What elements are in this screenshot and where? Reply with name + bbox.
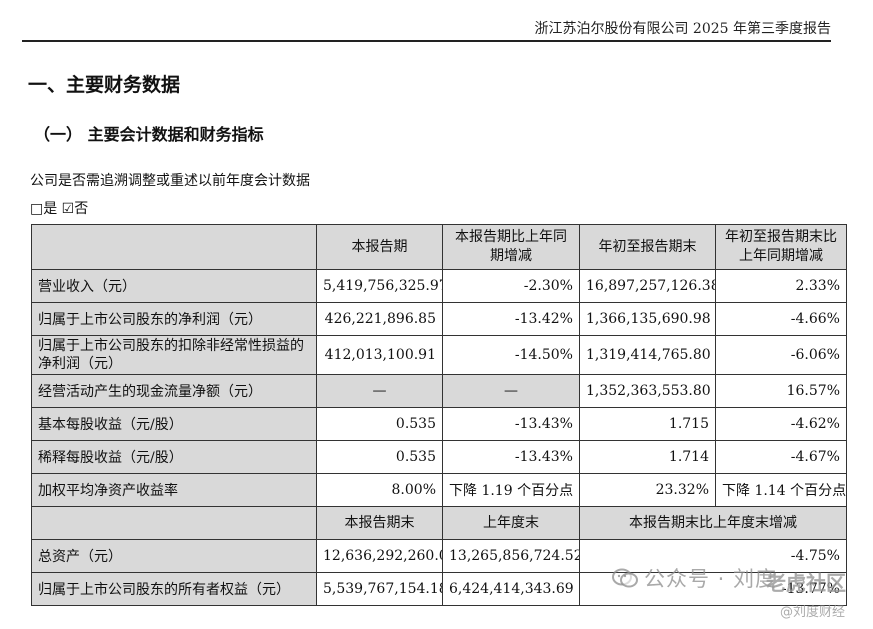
table-cell: 16.57%: [715, 374, 847, 408]
table-cell: —: [316, 374, 443, 408]
table-row: 经营活动产生的现金流量净额（元） — — 1,352,363,553.80 16…: [31, 374, 847, 408]
table-cell: 0.535: [316, 407, 443, 441]
table-row: 总资产（元） 12,636,292,260.01 13,265,856,724.…: [31, 539, 847, 573]
table-row: 归属于上市公司股东的净利润（元） 426,221,896.85 -13.42% …: [31, 302, 847, 336]
table-header-row-balance: 本报告期末 上年度末 本报告期末比上年度末增减: [31, 506, 847, 540]
row-label: 基本每股收益（元/股）: [31, 407, 317, 441]
restatement-question: 公司是否需追溯调整或重述以前年度会计数据: [30, 173, 310, 189]
table-row: 营业收入（元） 5,419,756,325.97 -2.30% 16,897,2…: [31, 269, 847, 303]
header-cell-ytd: 年初至报告期末: [579, 224, 716, 270]
financial-data-table: 本报告期 本报告期比上年同期增减 年初至报告期末 年初至报告期末比上年同期增减 …: [31, 224, 847, 606]
table-cell: 0.535: [316, 440, 443, 474]
table-cell: -2.30%: [442, 269, 580, 303]
table-cell: 1,366,135,690.98: [579, 302, 716, 336]
table-cell: -13.43%: [442, 407, 580, 441]
header-divider: [22, 40, 831, 42]
table-cell: 下降 1.19 个百分点: [442, 473, 580, 507]
table-cell: 1,319,414,765.80: [579, 335, 716, 375]
table-cell: -13.42%: [442, 302, 580, 336]
table-cell: -13.43%: [442, 440, 580, 474]
table-cell: 23.32%: [579, 473, 716, 507]
table-cell: 12,636,292,260.01: [316, 539, 443, 573]
table-row: 基本每股收益（元/股） 0.535 -13.43% 1.715 -4.62%: [31, 407, 847, 441]
table-cell: 1.714: [579, 440, 716, 474]
table-cell: 下降 1.14 个百分点: [715, 473, 847, 507]
table-cell: -4.62%: [715, 407, 847, 441]
table-cell: 426,221,896.85: [316, 302, 443, 336]
table-row: 稀释每股收益（元/股） 0.535 -13.43% 1.714 -4.67%: [31, 440, 847, 474]
header-cell-empty: [31, 224, 317, 270]
wechat-icon: [612, 568, 638, 588]
row-label: 归属于上市公司股东的所有者权益（元）: [31, 572, 317, 606]
table-header-row: 本报告期 本报告期比上年同期增减 年初至报告期末 年初至报告期末比上年同期增减: [31, 224, 847, 270]
table-cell: 5,419,756,325.97: [316, 269, 443, 303]
wechat-watermark: 公众号 · 刘度: [612, 563, 777, 593]
table-cell: 2.33%: [715, 269, 847, 303]
header-cell-prior-year-end: 上年度末: [442, 506, 580, 540]
watermark-channel-text: 公众号 · 刘度: [644, 567, 778, 591]
community-watermark: 老虎社区 @刘度财经: [746, 565, 850, 625]
restatement-options: □是 ☑否: [30, 201, 89, 217]
section-subtitle: （一） 主要会计数据和财务指标: [34, 125, 264, 144]
table-cell: 8.00%: [316, 473, 443, 507]
table-cell: 16,897,257,126.38: [579, 269, 716, 303]
row-label: 营业收入（元）: [31, 269, 317, 303]
report-header-title: 浙江苏泊尔股份有限公司 2025 年第三季度报告: [534, 21, 831, 37]
table-cell: 412,013,100.91: [316, 335, 443, 375]
table-cell: -6.06%: [715, 335, 847, 375]
table-cell: 5,539,767,154.18: [316, 572, 443, 606]
table-cell: 6,424,414,343.69: [442, 572, 580, 606]
row-label: 经营活动产生的现金流量净额（元）: [31, 374, 317, 408]
table-cell: -4.66%: [715, 302, 847, 336]
table-row: 加权平均净资产收益率 8.00% 下降 1.19 个百分点 23.32% 下降 …: [31, 473, 847, 507]
header-cell-change: 本报告期末比上年度末增减: [579, 506, 847, 540]
header-cell-current-yoy: 本报告期比上年同期增减: [442, 224, 580, 270]
header-cell-empty: [31, 506, 317, 540]
table-cell: —: [442, 374, 580, 408]
header-cell-ytd-yoy: 年初至报告期末比上年同期增减: [715, 224, 847, 270]
table-cell: -4.67%: [715, 440, 847, 474]
row-label: 稀释每股收益（元/股）: [31, 440, 317, 474]
table-cell: 1,352,363,553.80: [579, 374, 716, 408]
table-cell: 1.715: [579, 407, 716, 441]
row-label: 归属于上市公司股东的扣除非经常性损益的净利润（元）: [31, 335, 317, 375]
table-cell: 13,265,856,724.52: [442, 539, 580, 573]
table-row: 归属于上市公司股东的扣除非经常性损益的净利润（元） 412,013,100.91…: [31, 335, 847, 375]
row-label: 加权平均净资产收益率: [31, 473, 317, 507]
watermark-stamp-bottom: @刘度财经: [780, 605, 846, 620]
row-label: 总资产（元）: [31, 539, 317, 573]
header-cell-current-period: 本报告期: [316, 224, 443, 270]
header-cell-period-end: 本报告期末: [316, 506, 443, 540]
watermark-stamp-top: 老虎社区: [766, 571, 846, 595]
table-cell: -14.50%: [442, 335, 580, 375]
row-label: 归属于上市公司股东的净利润（元）: [31, 302, 317, 336]
section-title: 一、主要财务数据: [28, 74, 181, 96]
